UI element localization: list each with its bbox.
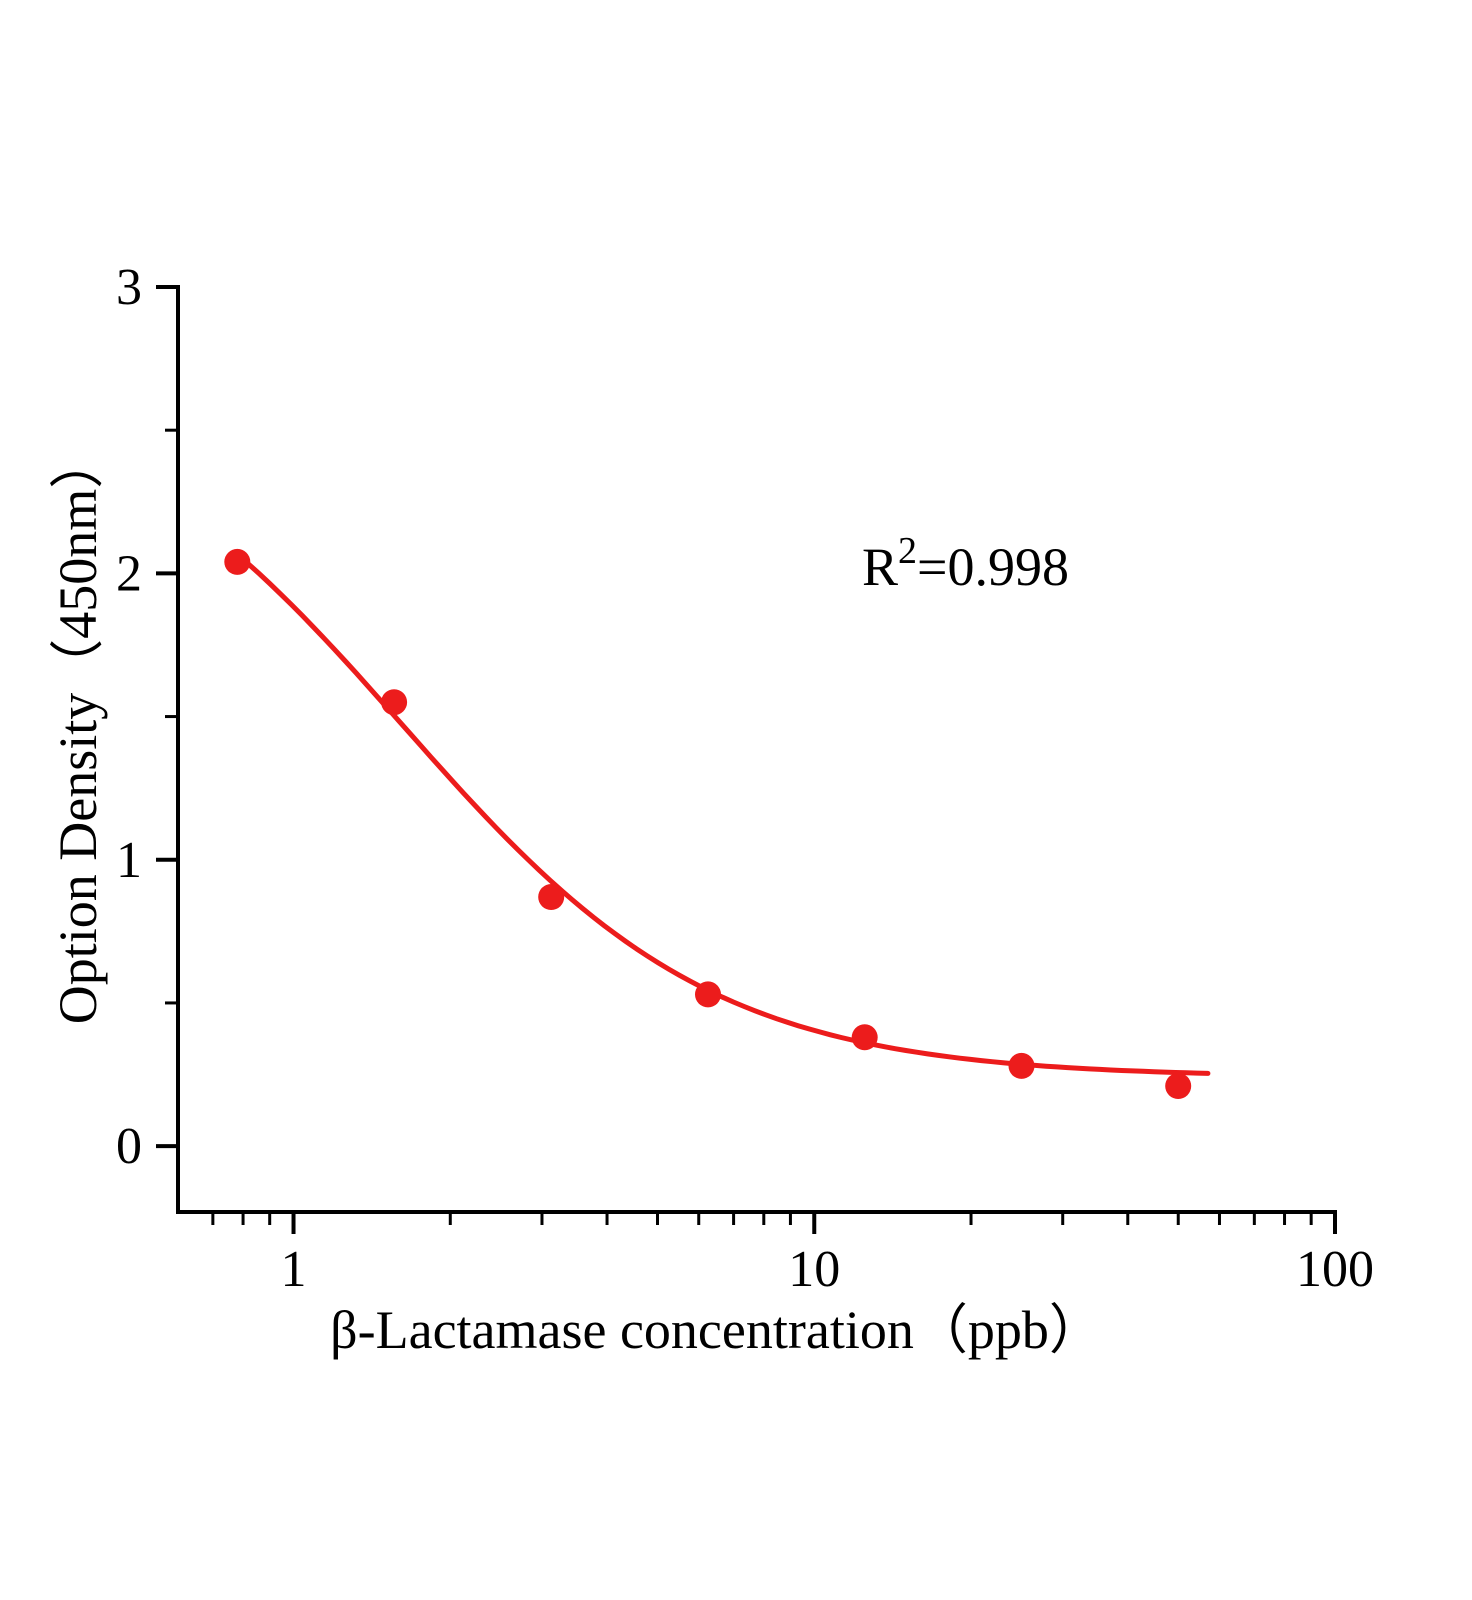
axes-frame <box>176 285 1337 1214</box>
y-tick-label: 3 <box>116 259 142 316</box>
data-point <box>381 689 408 716</box>
x-tick-label: 100 <box>1296 1241 1374 1298</box>
x-axis-label: β-Lactamase concentration（ppb） <box>330 1300 1103 1360</box>
y-tick-label: 2 <box>116 545 142 602</box>
data-point <box>851 1024 878 1051</box>
y-tick-label: 1 <box>116 832 142 889</box>
y-tick-label: 0 <box>116 1118 142 1175</box>
data-point <box>695 981 721 1008</box>
data-point <box>1165 1073 1192 1099</box>
r-squared-annotation: R2=0.998 <box>862 530 1069 597</box>
data-point <box>224 548 251 575</box>
x-tick-label: 1 <box>281 1241 307 1298</box>
y-axis-label: Option Density（450nm） <box>48 435 108 1025</box>
fitted-curve <box>234 551 1211 1076</box>
data-point <box>538 884 565 910</box>
data-point <box>1008 1052 1035 1079</box>
x-tick-label: 10 <box>788 1241 840 1298</box>
